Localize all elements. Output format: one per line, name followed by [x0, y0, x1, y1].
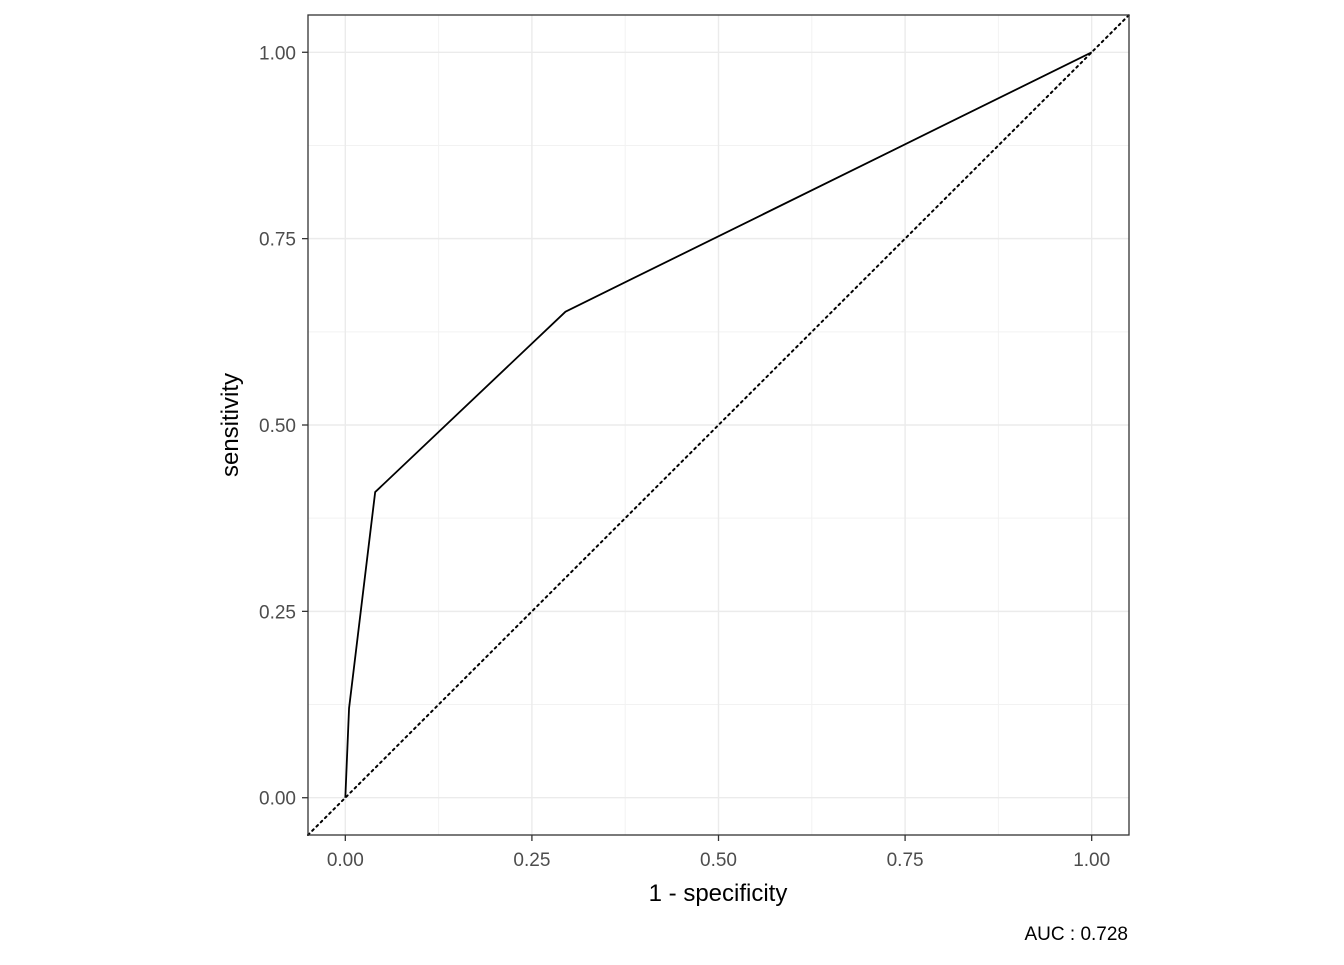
axes: 0.00 0.25 0.50 0.75 1.00 0.00 0.25 0.50 0.75 1.00 — [259, 43, 1110, 871]
x-axis-title: 1 - specificity — [649, 880, 788, 907]
reference-diagonal-line — [307, 14, 1130, 836]
roc-curve-line — [344, 51, 1093, 798]
series-layer — [307, 14, 1130, 836]
y-tick-label: 0.50 — [259, 416, 296, 437]
y-tick-label: 0.75 — [259, 230, 296, 251]
y-tick-label: 0.00 — [259, 789, 296, 810]
x-tick-label: 0.75 — [887, 850, 924, 871]
y-axis-title: sensitivity — [217, 373, 244, 477]
grid-lines — [308, 15, 1129, 835]
x-tick-label: 0.50 — [700, 850, 737, 871]
x-tick-label: 1.00 — [1073, 850, 1110, 871]
y-tick-label: 1.00 — [259, 43, 296, 64]
y-tick-label: 0.25 — [259, 602, 296, 623]
x-tick-label: 0.25 — [513, 850, 550, 871]
auc-caption: AUC : 0.728 — [1025, 924, 1129, 945]
x-tick-label: 0.00 — [327, 850, 364, 871]
